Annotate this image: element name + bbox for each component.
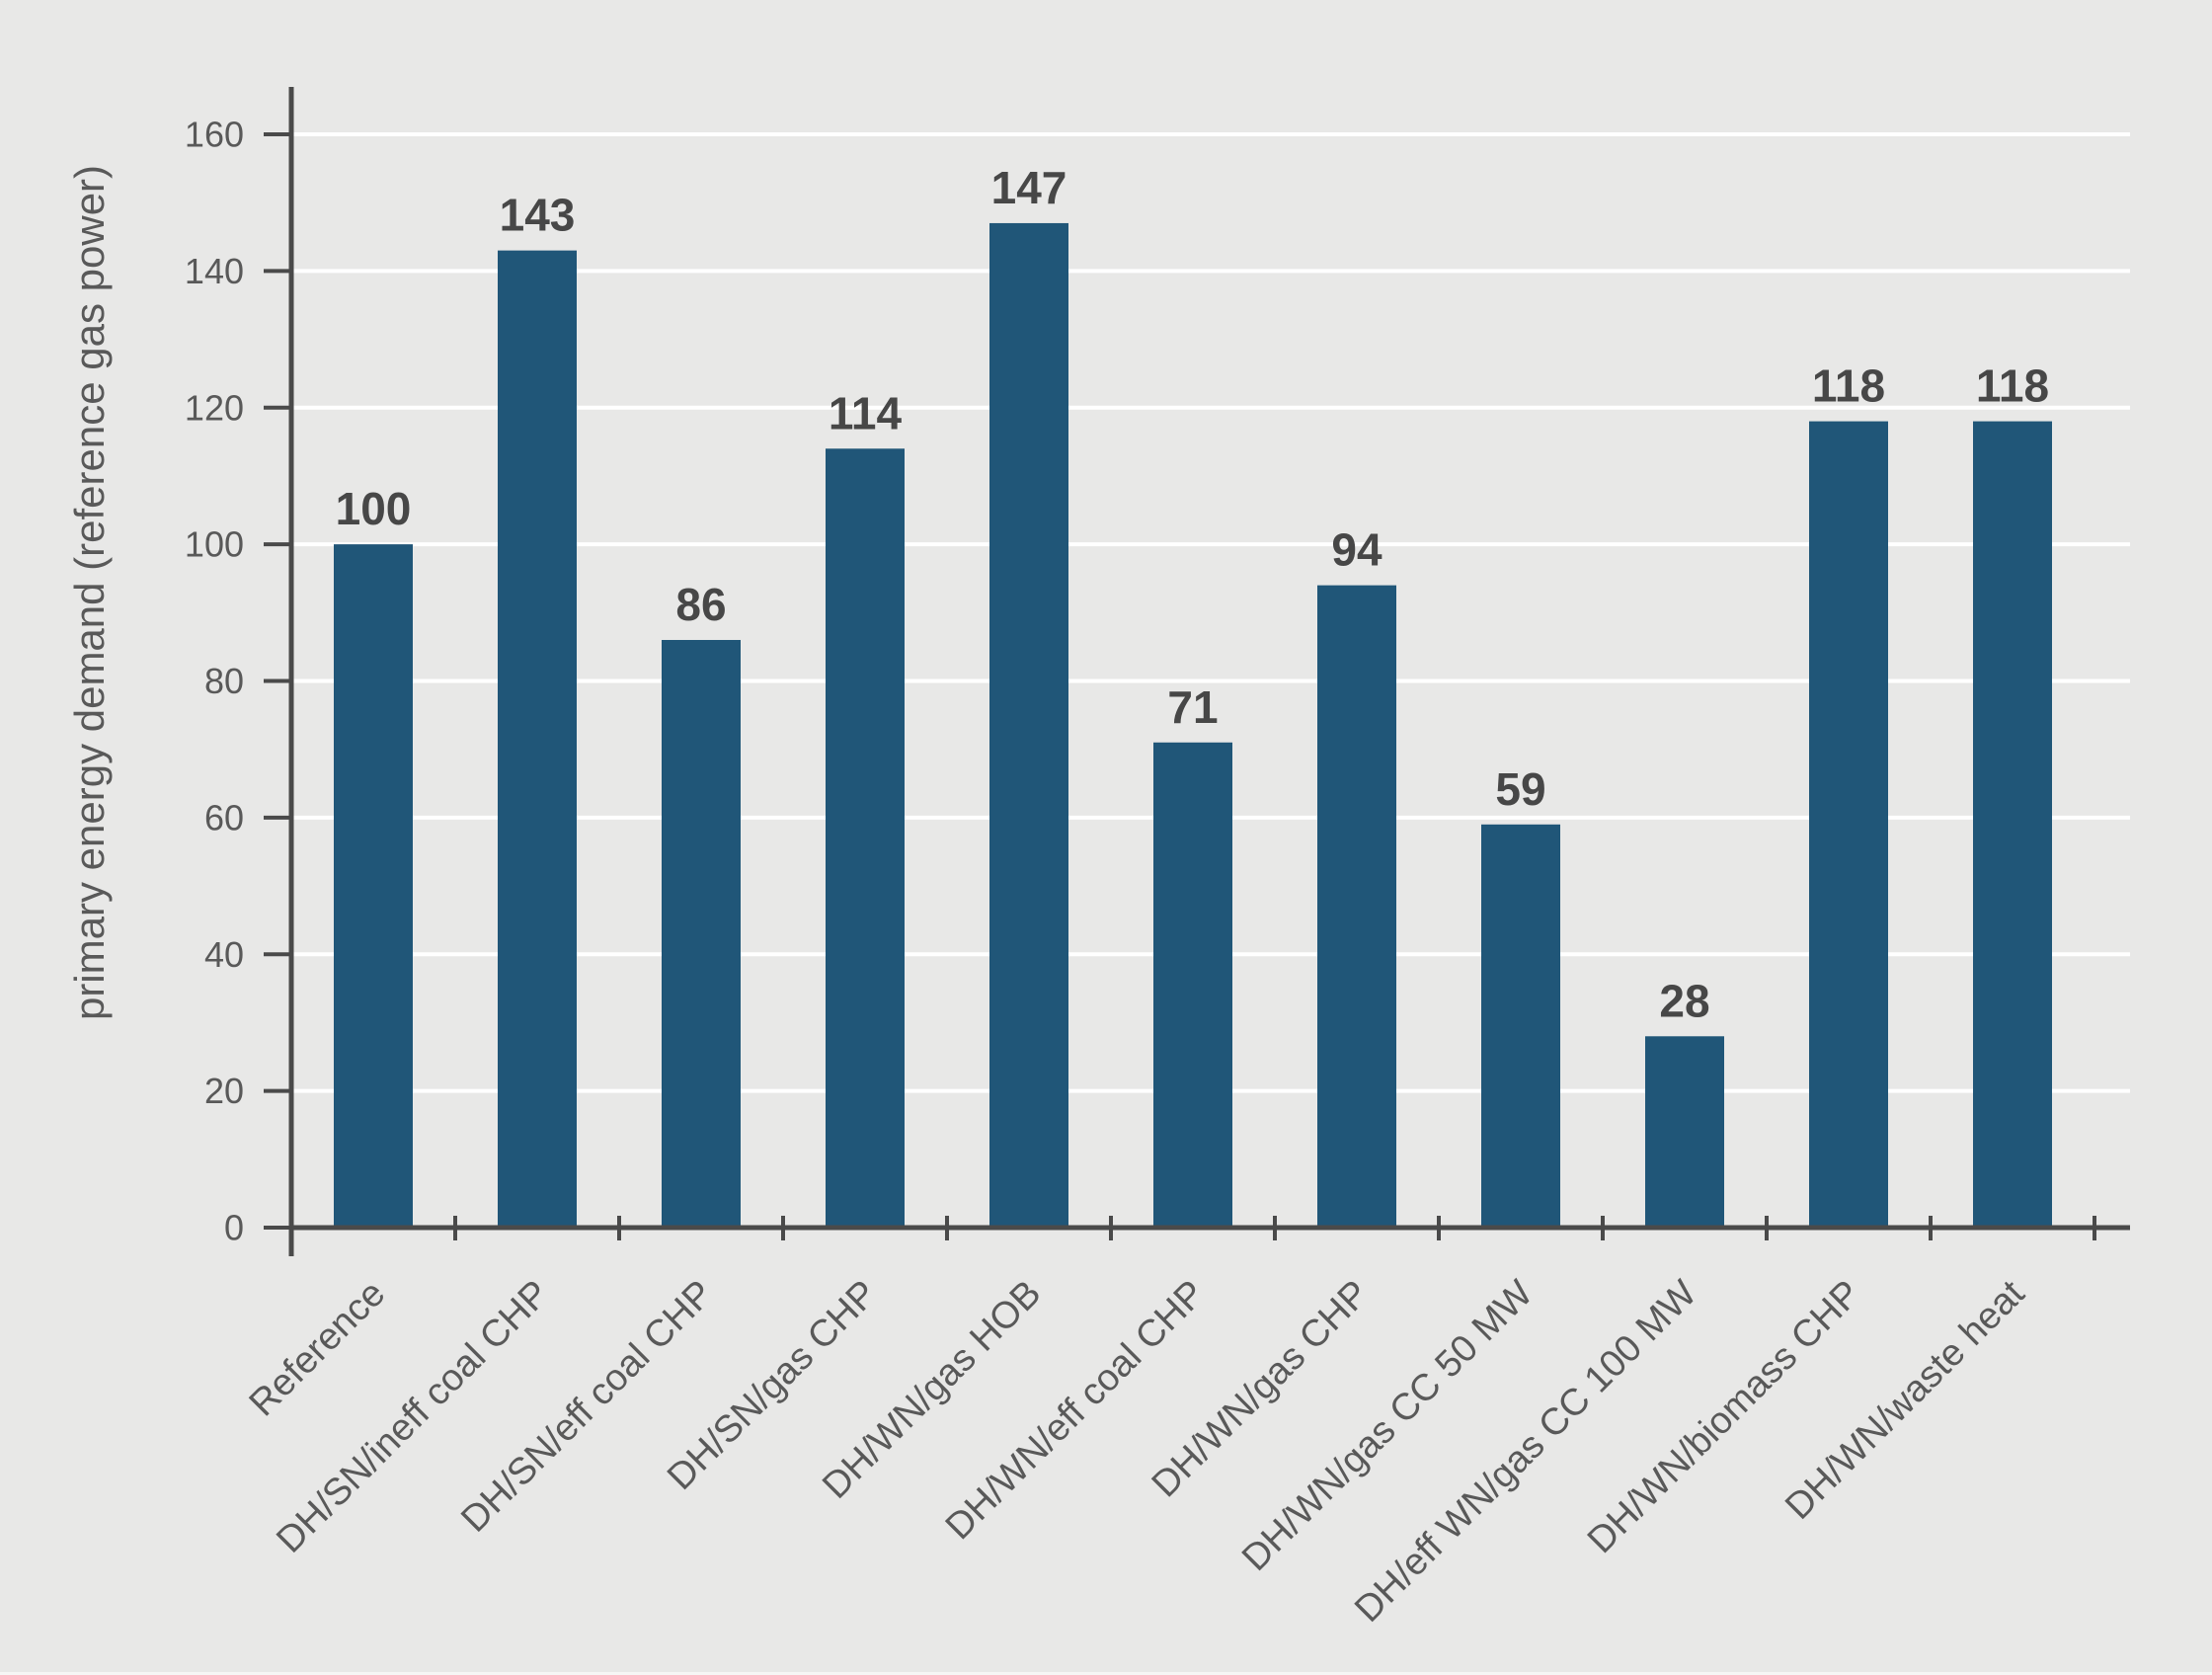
x-category-label-1: Reference [242,1273,394,1425]
bar-6 [1153,742,1232,1228]
y-tick-label-0: 0 [224,1208,244,1248]
bar-value-label-6: 71 [1167,681,1218,733]
bar-value-label-4: 114 [829,387,903,439]
y-tick-label-20: 20 [204,1071,244,1111]
x-category-label-10: DH/WN/biomass CHP [1580,1273,1868,1561]
bar-10 [1809,421,1888,1228]
y-tick-label-40: 40 [204,934,244,975]
y-tick-label-60: 60 [204,797,244,838]
bar-value-label-5: 147 [991,162,1067,213]
bar-value-label-10: 118 [1812,360,1885,412]
bar-8 [1481,824,1560,1228]
y-tick-label-140: 140 [185,251,244,291]
x-category-label-2: DH/SN/ineff coal CHP [269,1273,557,1561]
bar-4 [826,448,905,1228]
bar-value-label-11: 118 [1976,360,2049,412]
bar-11 [1973,421,2052,1228]
bar-5 [989,222,1068,1229]
bar-2 [498,250,577,1228]
bar-value-label-2: 143 [500,190,576,241]
y-tick-label-80: 80 [204,661,244,701]
x-category-label-8: DH/WN/gas CC 50 MW [1234,1273,1540,1579]
x-category-label-9: DH/eff WN/gas CC 100 MW [1347,1273,1704,1631]
bar-value-label-1: 100 [336,483,412,534]
bar-value-label-8: 59 [1495,763,1545,815]
bar-9 [1645,1036,1724,1228]
y-tick-label-160: 160 [185,115,244,155]
bar-1 [334,544,413,1228]
bar-value-label-3: 86 [675,579,726,630]
bar-value-label-9: 28 [1659,975,1709,1026]
bar-3 [662,639,741,1228]
y-axis-title: primary energy demand (reference gas pow… [66,165,113,1020]
bottom-edge-strip [0,1672,2212,1675]
y-tick-label-100: 100 [185,524,244,565]
bar-value-label-7: 94 [1331,524,1382,576]
bar-7 [1317,585,1396,1228]
y-tick-label-120: 120 [185,387,244,428]
